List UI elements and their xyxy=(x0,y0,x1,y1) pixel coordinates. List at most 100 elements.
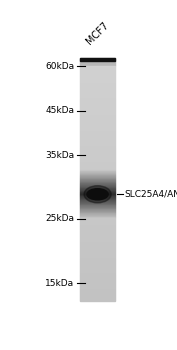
Bar xyxy=(80,197,115,198)
Bar xyxy=(80,281,115,282)
Bar xyxy=(80,72,115,73)
Bar xyxy=(80,235,115,236)
Bar xyxy=(80,141,115,142)
Bar xyxy=(80,294,115,295)
Bar xyxy=(80,282,115,283)
Bar xyxy=(80,263,115,264)
Bar xyxy=(80,177,115,178)
Bar xyxy=(80,222,115,223)
Bar xyxy=(80,122,115,123)
Bar xyxy=(80,212,115,214)
Bar xyxy=(80,269,115,270)
Bar xyxy=(80,165,115,166)
Bar xyxy=(80,70,115,71)
Bar xyxy=(80,150,115,151)
Bar xyxy=(80,233,115,235)
Bar xyxy=(80,83,115,84)
Bar xyxy=(80,163,115,164)
Text: 35kDa: 35kDa xyxy=(45,151,74,160)
Bar xyxy=(80,159,115,160)
Text: 60kDa: 60kDa xyxy=(45,62,74,71)
Bar xyxy=(80,62,115,63)
Bar xyxy=(80,231,115,232)
Bar xyxy=(80,207,115,208)
Bar xyxy=(80,229,115,230)
Bar xyxy=(80,198,115,199)
Bar xyxy=(80,254,115,255)
Bar xyxy=(80,161,115,162)
Text: 45kDa: 45kDa xyxy=(45,106,74,115)
Bar xyxy=(80,259,115,260)
Bar xyxy=(80,276,115,277)
Bar xyxy=(80,142,115,143)
Bar xyxy=(80,273,115,274)
Bar xyxy=(80,185,115,186)
Bar xyxy=(80,240,115,241)
Bar xyxy=(80,75,115,76)
Bar xyxy=(80,283,115,284)
Bar xyxy=(80,106,115,107)
Bar xyxy=(80,98,115,99)
Bar xyxy=(80,257,115,258)
Bar xyxy=(80,92,115,93)
Bar xyxy=(80,173,115,174)
Bar xyxy=(80,180,115,181)
Bar xyxy=(80,76,115,77)
Bar xyxy=(80,172,115,173)
Bar xyxy=(80,248,115,249)
Bar xyxy=(80,155,115,156)
Bar xyxy=(80,190,115,191)
Bar xyxy=(80,183,115,184)
Bar xyxy=(80,124,115,125)
Bar xyxy=(80,265,115,266)
Bar xyxy=(80,134,115,135)
Bar xyxy=(80,97,115,98)
Bar xyxy=(80,271,115,272)
Bar xyxy=(80,223,115,224)
Bar xyxy=(80,250,115,251)
Bar xyxy=(80,211,115,212)
Bar xyxy=(80,148,115,149)
Bar xyxy=(80,66,115,67)
Bar xyxy=(80,225,115,226)
Bar xyxy=(80,184,115,185)
Bar xyxy=(80,189,115,190)
Bar xyxy=(80,247,115,248)
Bar xyxy=(80,187,115,188)
Bar xyxy=(80,288,115,289)
Bar xyxy=(80,74,115,75)
Bar xyxy=(80,104,115,105)
Bar xyxy=(80,209,115,210)
Bar xyxy=(80,79,115,80)
Bar xyxy=(80,234,115,235)
Bar xyxy=(80,224,115,225)
Bar xyxy=(80,193,115,194)
Bar xyxy=(80,227,115,228)
Bar xyxy=(80,60,115,61)
Bar xyxy=(80,191,115,193)
Bar xyxy=(80,86,115,87)
Bar xyxy=(80,272,115,273)
Bar xyxy=(80,89,115,90)
Bar xyxy=(80,196,115,197)
Text: 15kDa: 15kDa xyxy=(45,279,74,288)
Bar xyxy=(80,114,115,115)
Bar xyxy=(80,210,115,211)
Bar xyxy=(80,186,115,187)
Bar xyxy=(80,292,115,293)
Bar xyxy=(80,130,115,131)
Bar xyxy=(80,143,115,144)
Bar xyxy=(80,164,115,165)
Bar xyxy=(80,149,115,150)
Bar xyxy=(80,119,115,120)
Bar xyxy=(80,91,115,92)
Bar xyxy=(80,84,115,85)
Bar xyxy=(80,242,115,243)
Text: SLC25A4/ANT1: SLC25A4/ANT1 xyxy=(124,190,177,199)
Bar xyxy=(80,154,115,155)
Bar xyxy=(80,178,115,180)
Bar xyxy=(80,128,115,129)
Bar xyxy=(80,64,115,65)
Bar xyxy=(80,279,115,280)
Bar xyxy=(80,277,115,278)
